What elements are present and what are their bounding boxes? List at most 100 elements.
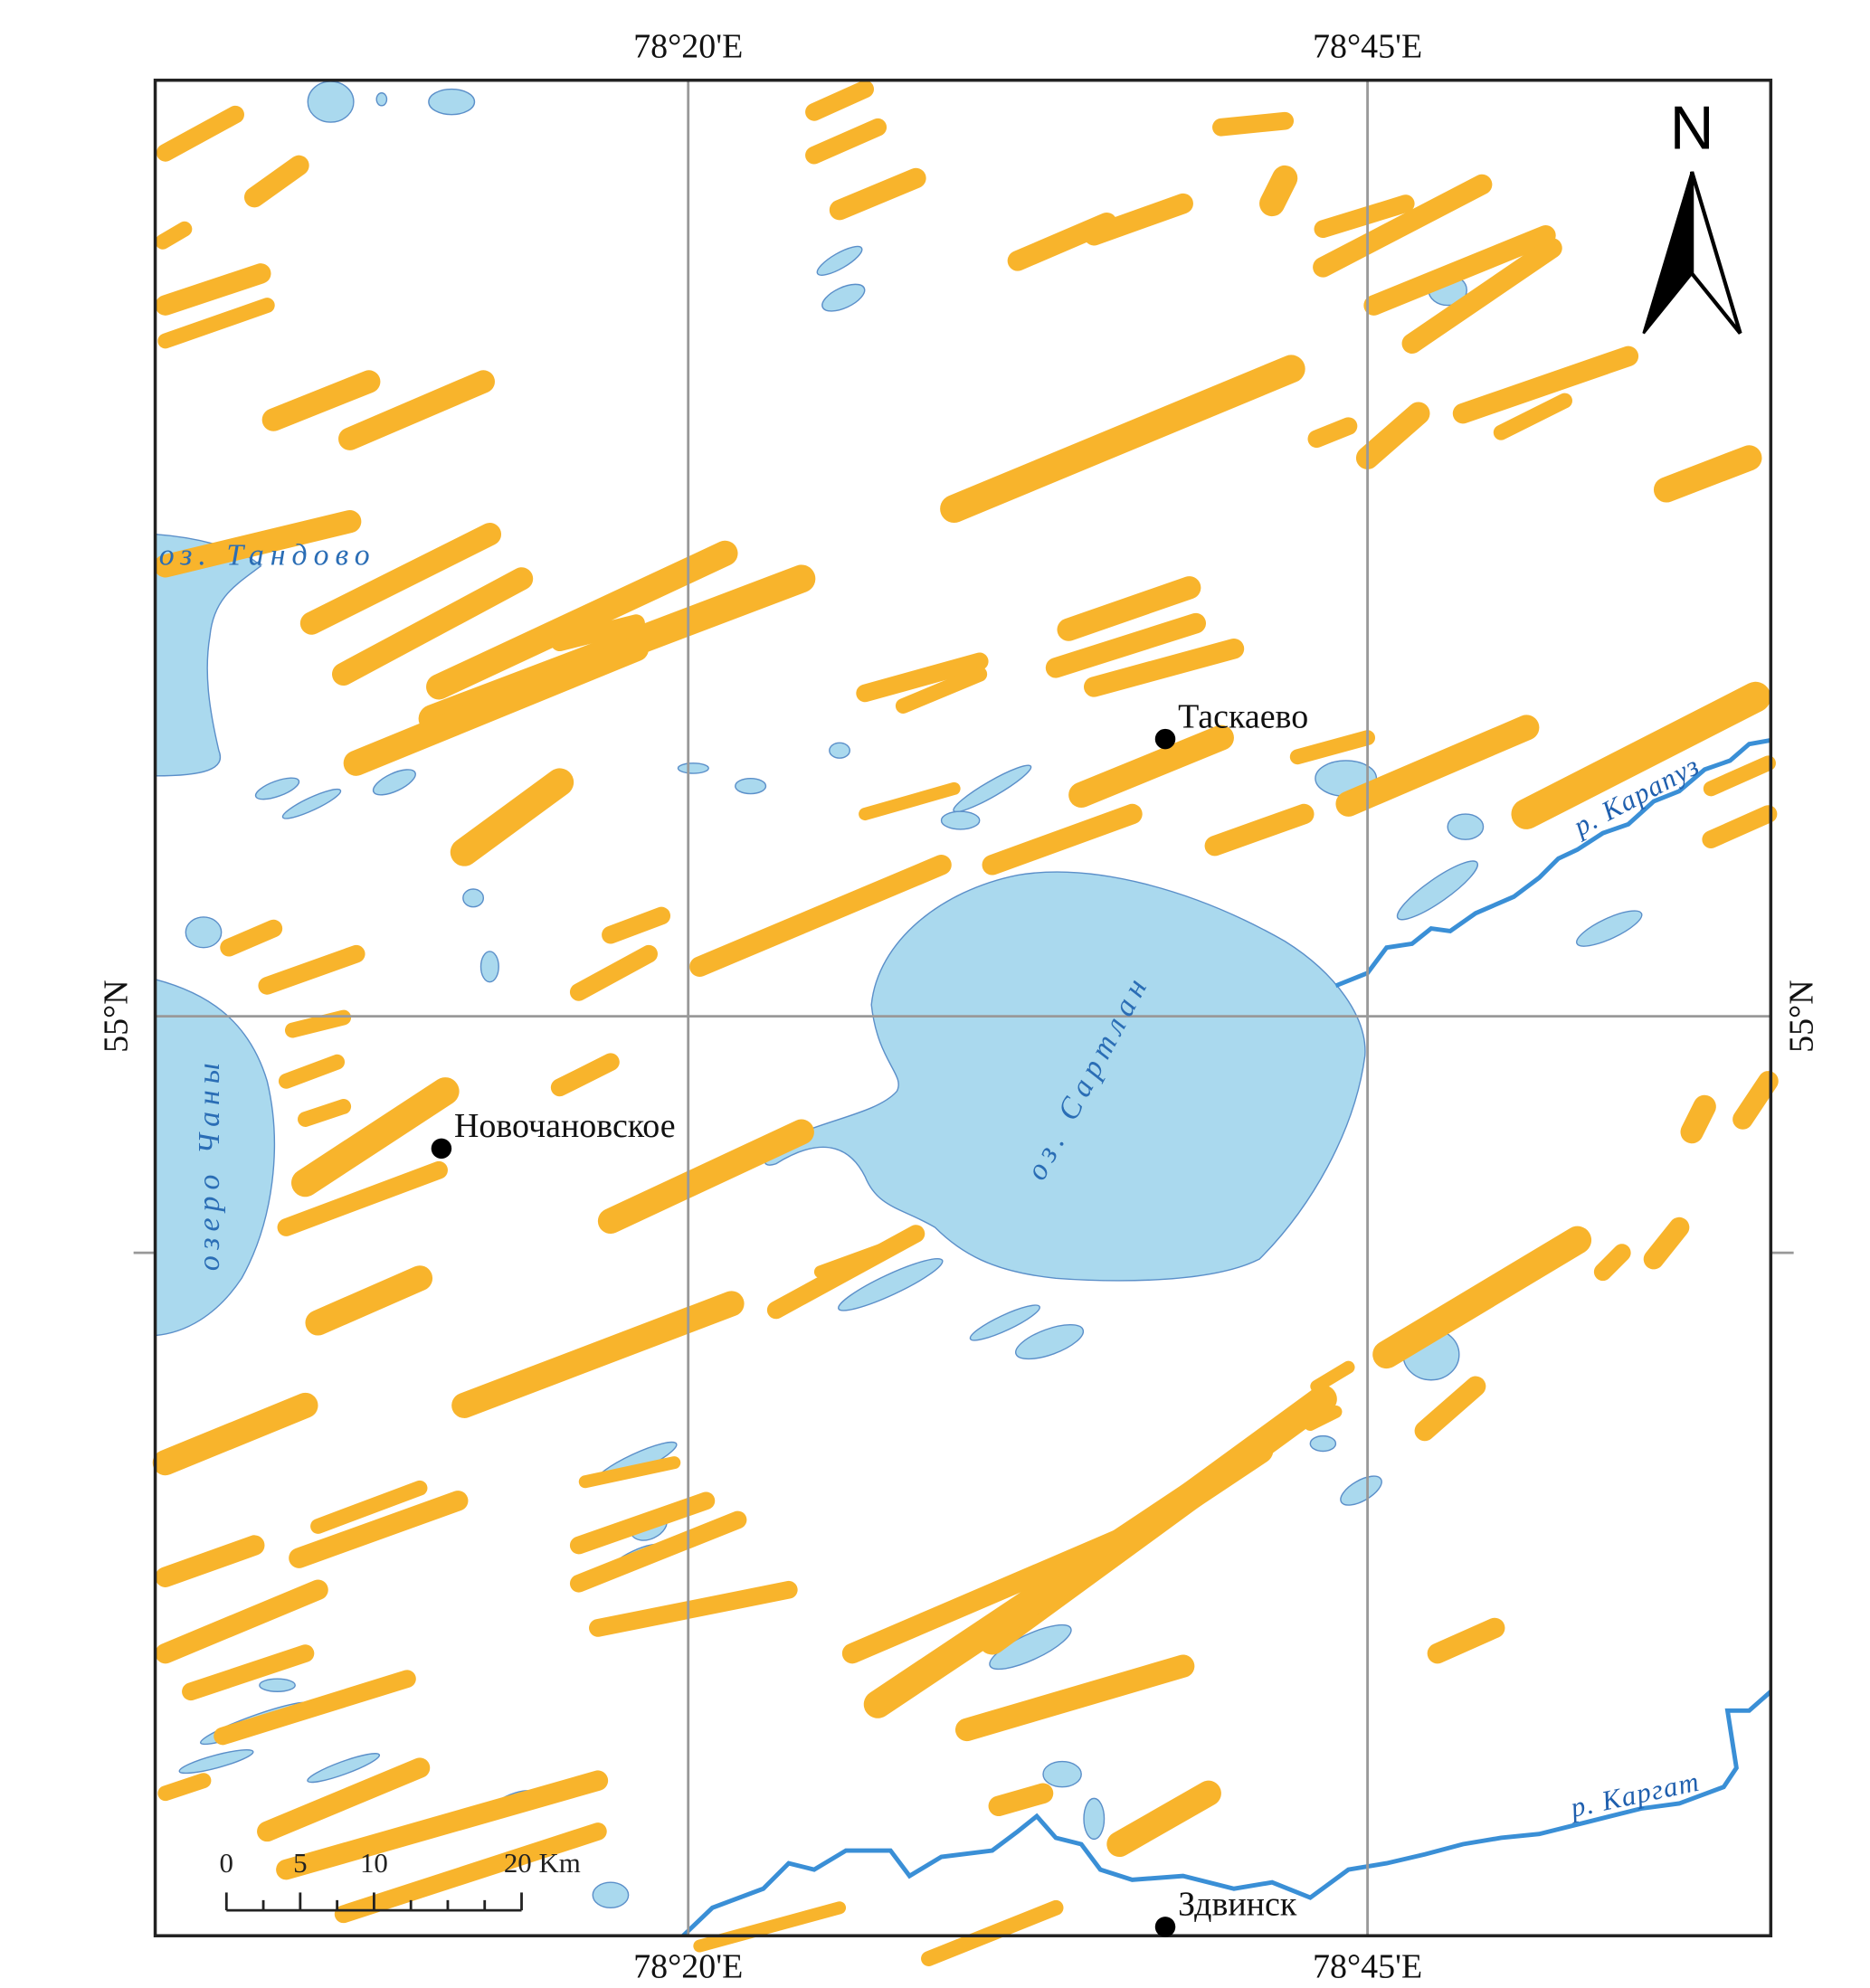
dune-ridge xyxy=(569,1491,716,1555)
dune-ridge xyxy=(805,118,888,165)
label: 55°N xyxy=(98,980,136,1053)
dune-ridge xyxy=(940,355,1305,524)
pond xyxy=(829,742,850,759)
settlement-dot xyxy=(1154,728,1176,750)
label: 78°20'E xyxy=(633,1948,743,1986)
dune-ridge xyxy=(1732,1071,1779,1130)
water-bodies xyxy=(154,80,1643,1909)
dune-ridge xyxy=(298,1099,352,1127)
label: Здвинск xyxy=(1178,1886,1297,1924)
dune-ridge xyxy=(829,167,926,221)
dune-ridge xyxy=(693,1901,847,1953)
dune-ridge xyxy=(1204,803,1315,857)
dune-ridge xyxy=(277,1160,448,1236)
dune-ridge xyxy=(258,944,365,995)
pond xyxy=(428,88,476,116)
pond xyxy=(969,1304,1040,1341)
pond xyxy=(1083,1797,1106,1841)
label: 5 xyxy=(293,1847,307,1879)
dune-ridge xyxy=(1335,715,1540,817)
dune-ridge xyxy=(805,80,875,121)
dune-ridge xyxy=(1372,1226,1592,1369)
dune-ridge xyxy=(578,1456,681,1489)
dune-ridge xyxy=(276,1770,609,1880)
dune-ridge xyxy=(1307,417,1358,449)
pond xyxy=(1015,1324,1085,1360)
dune-ridge xyxy=(602,906,671,944)
dune-ridge xyxy=(1401,238,1562,355)
dune-ridge xyxy=(841,1529,1130,1664)
dune-ridge xyxy=(856,652,989,703)
graticule xyxy=(133,80,1794,1936)
pond xyxy=(989,1624,1072,1671)
dune-ridge xyxy=(154,509,362,578)
dune-ridge xyxy=(597,1119,814,1235)
pond xyxy=(816,245,863,276)
dune-ridge xyxy=(589,1580,798,1637)
dune-ridge xyxy=(921,1899,1064,1966)
pond xyxy=(254,777,300,800)
dune-ridge xyxy=(1314,194,1415,239)
dune-ridge xyxy=(155,221,193,250)
dune-ridge xyxy=(813,1240,897,1279)
dune-ridge xyxy=(550,614,645,652)
pond xyxy=(462,888,485,908)
pond xyxy=(592,1881,630,1909)
pond xyxy=(677,762,709,774)
dune-ridge xyxy=(156,105,244,162)
dune-ridge xyxy=(689,855,952,978)
dune-ridge xyxy=(1643,1216,1690,1270)
dune-ridge xyxy=(157,298,275,349)
label: 20 Km xyxy=(504,1847,581,1879)
dune-ridge xyxy=(1304,1405,1343,1432)
dune-ridge xyxy=(278,1054,346,1089)
pond xyxy=(735,777,767,795)
dune-ridge xyxy=(1493,393,1572,440)
label: Новочановское xyxy=(454,1107,676,1145)
lake-chany xyxy=(154,978,276,1337)
dune-ridge xyxy=(310,1480,428,1534)
settlement-dot xyxy=(431,1138,452,1160)
dune-ridge xyxy=(1653,445,1762,503)
dune-ridge xyxy=(1068,724,1234,809)
pond xyxy=(821,283,866,312)
dune-ridge xyxy=(982,803,1143,876)
dune-ridge xyxy=(863,1435,1274,1718)
dune-ridge xyxy=(1084,638,1245,697)
river-karapuz xyxy=(1334,738,1771,989)
dune-ridge xyxy=(1363,224,1556,316)
dune-ridge xyxy=(1084,193,1193,246)
dune-ridge xyxy=(291,1077,460,1198)
pond xyxy=(372,769,416,796)
dune-ridge xyxy=(1452,346,1639,424)
dune-ridge xyxy=(1057,576,1201,641)
dune-ridge xyxy=(284,1009,352,1038)
dune-ridge xyxy=(155,1535,265,1587)
label: 55°N xyxy=(1783,980,1821,1053)
pond xyxy=(1576,910,1643,947)
dune-ridge xyxy=(289,1491,469,1568)
label: оз. Тандово xyxy=(159,538,376,572)
dune-ridge xyxy=(214,1670,416,1746)
rivers xyxy=(681,738,1772,1938)
dune-ridge xyxy=(895,666,988,714)
dune-ridge xyxy=(569,944,658,1001)
pond xyxy=(307,80,355,123)
dune-ridge xyxy=(859,781,961,821)
pond xyxy=(259,1678,296,1692)
dune-ridge xyxy=(1259,165,1298,217)
dune-ridge xyxy=(1106,1780,1221,1858)
pond xyxy=(185,916,223,949)
dune-ridge xyxy=(1414,1376,1486,1442)
dune-ridge xyxy=(305,1265,433,1336)
dune-ridge xyxy=(155,1579,328,1664)
dune-ridge xyxy=(1680,1094,1716,1144)
settlements: Таскаево Новочановское Здвинск xyxy=(431,697,1308,1937)
dune-ridge xyxy=(1703,755,1776,797)
dune-ridge xyxy=(1427,1617,1505,1664)
dune-ridge xyxy=(338,370,495,450)
dune-ridge xyxy=(261,370,381,431)
dune-ridge xyxy=(243,155,309,208)
pond xyxy=(479,951,499,983)
